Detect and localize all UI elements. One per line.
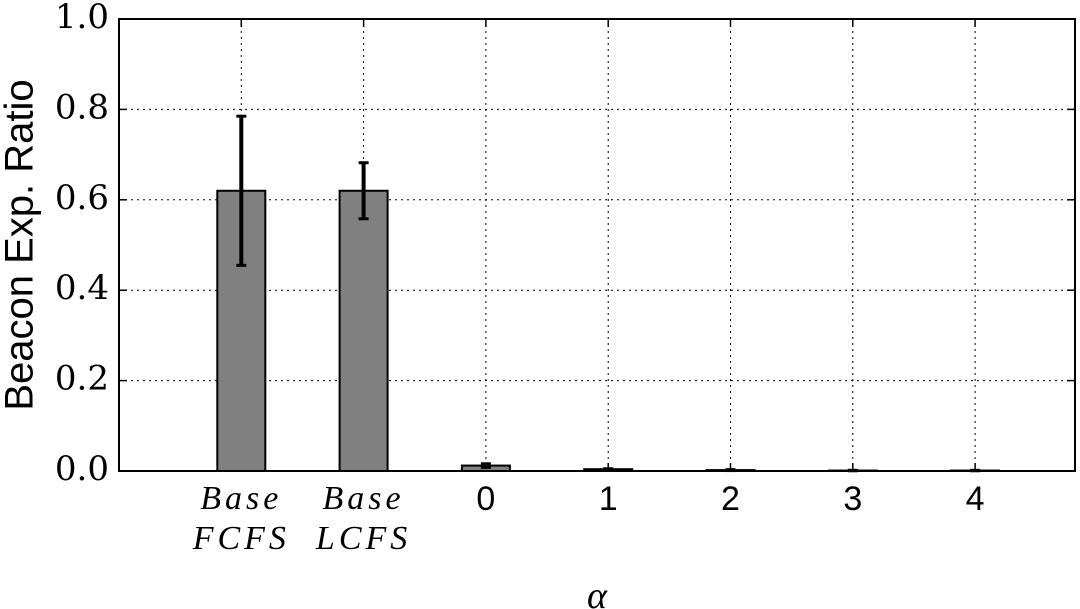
x-tick-label: 2 — [721, 480, 740, 518]
y-tick-label: 0.0 — [55, 449, 109, 489]
error-bar — [236, 114, 247, 267]
axes-frame — [118, 18, 1076, 472]
x-tick-label: Base LCFS — [315, 480, 412, 557]
x-tick-label: 4 — [965, 480, 985, 518]
x-axis-label: α — [587, 575, 607, 609]
error-bar — [358, 161, 369, 221]
bar — [338, 189, 389, 472]
x-tick-label: 0 — [476, 480, 496, 518]
y-tick-label: 0.8 — [55, 87, 109, 127]
y-tick-label: 1.0 — [55, 0, 109, 37]
y-axis-label: Beacon Exp. Ratio — [0, 79, 42, 410]
error-bar — [603, 467, 614, 472]
error-bar — [480, 462, 491, 469]
y-tick-label: 0.6 — [55, 178, 109, 218]
x-tick-label: 3 — [843, 480, 863, 518]
x-tick-label: 1 — [598, 480, 618, 518]
x-tick-label: Base FCFS — [192, 480, 290, 557]
y-tick-label: 0.4 — [55, 268, 109, 308]
y-tick-label: 0.2 — [55, 359, 109, 399]
